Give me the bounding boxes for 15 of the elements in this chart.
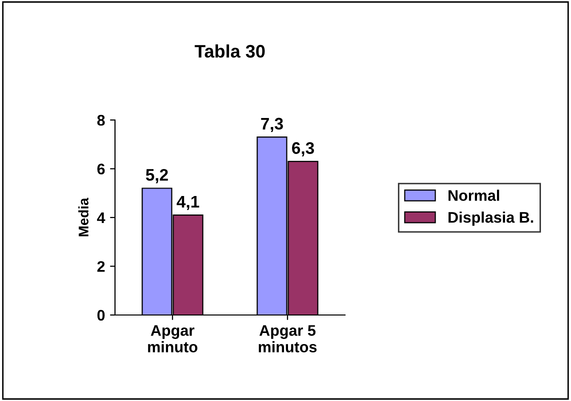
legend-label: Displasia B.	[448, 212, 534, 226]
y-axis-title: Media	[78, 198, 88, 236]
y-tick-label: 6	[97, 164, 105, 174]
data-label: 6,3	[292, 142, 314, 156]
data-label: 7,3	[261, 118, 283, 132]
legend-label: Normal	[448, 190, 500, 201]
x-tick-label: Apgar 5 minutos	[258, 325, 317, 352]
y-tick-label: 8	[97, 114, 105, 126]
chart-title: Tabla 30	[194, 44, 265, 58]
data-label: 5,2	[146, 168, 168, 184]
x-tick-label: Apgar minuto	[148, 325, 198, 352]
y-tick-label: 2	[97, 261, 105, 272]
data-label: 4,1	[176, 196, 200, 210]
y-tick-label: 0	[97, 310, 105, 321]
y-tick-label: 4	[97, 212, 106, 224]
